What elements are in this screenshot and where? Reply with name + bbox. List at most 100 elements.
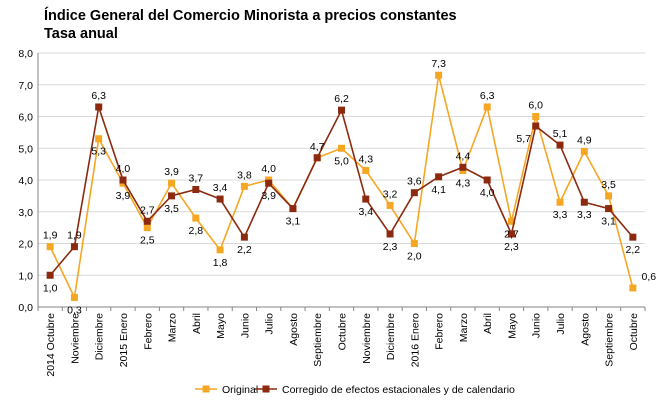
data-label: 3,9 <box>164 166 179 178</box>
chart-subtitle: Tasa anual <box>44 26 118 42</box>
data-label: 1,9 <box>43 230 58 242</box>
data-label: 3,4 <box>358 206 373 218</box>
data-point <box>216 195 224 203</box>
data-point <box>435 173 443 181</box>
data-label: 2,8 <box>189 225 204 237</box>
data-label: 1,0 <box>43 282 58 294</box>
x-tick-label: Diciembre <box>94 313 106 360</box>
y-tick-label: 0,0 <box>18 302 33 314</box>
data-point <box>532 113 540 120</box>
x-tick-label: Octubre <box>628 313 640 351</box>
data-label: 3,8 <box>237 169 252 181</box>
data-point <box>46 243 54 251</box>
data-point <box>143 224 151 232</box>
data-point <box>313 154 321 162</box>
data-label: 1,9 <box>67 230 82 242</box>
data-point <box>95 135 103 143</box>
data-point <box>362 166 370 174</box>
y-tick-label: 6,0 <box>18 112 33 124</box>
x-tick-label: Agosto <box>579 313 591 346</box>
data-label: 3,2 <box>383 188 398 200</box>
x-tick-label: Diciembre <box>385 313 397 360</box>
data-point <box>435 71 443 79</box>
data-point <box>532 122 540 130</box>
x-tick-label: Abril <box>482 313 494 334</box>
x-tick-label: 2014 Octubre <box>45 313 57 377</box>
legend-marker-corregido <box>262 385 270 393</box>
x-tick-label: Octubre <box>337 313 349 351</box>
data-label: 4,0 <box>116 163 131 175</box>
data-label: 6,2 <box>334 93 349 105</box>
data-label: 6,3 <box>480 90 495 102</box>
data-label: 5,0 <box>334 155 349 167</box>
data-point <box>70 293 78 301</box>
data-label: 3,3 <box>577 209 592 221</box>
x-tick-label: Noviembre <box>361 313 373 364</box>
data-point <box>605 205 613 213</box>
data-label: 5,1 <box>553 128 568 140</box>
y-tick-label: 3,0 <box>18 207 33 219</box>
data-label: 5,3 <box>91 146 106 158</box>
data-label: 3,3 <box>553 209 568 221</box>
x-tick-label: Abril <box>191 313 203 334</box>
data-point <box>216 246 224 254</box>
data-label: 7,3 <box>431 58 446 70</box>
data-point <box>265 179 273 187</box>
x-tick-label: Septiembre <box>604 313 616 367</box>
x-tick-label: 2015 Enero <box>118 313 130 367</box>
data-label: 3,5 <box>164 203 179 215</box>
x-tick-label: Marzo <box>167 313 179 342</box>
data-point <box>580 198 588 206</box>
data-label: 0,6 <box>642 271 657 283</box>
data-point <box>46 271 54 279</box>
data-label: 4,7 <box>310 141 325 153</box>
data-point <box>289 205 297 213</box>
data-point <box>119 176 127 184</box>
data-label: 3,5 <box>601 179 616 191</box>
x-tick-label: Noviembre <box>69 313 81 364</box>
y-tick-label: 8,0 <box>18 48 33 60</box>
y-tick-label: 4,0 <box>18 175 33 187</box>
data-point <box>338 144 345 152</box>
data-label: 3,9 <box>116 190 131 202</box>
data-label: 2,0 <box>407 251 422 263</box>
data-point <box>192 186 200 194</box>
data-point <box>483 176 491 184</box>
x-tick-label: 2016 Enero <box>409 313 421 367</box>
data-label: 4,4 <box>456 150 471 162</box>
data-point <box>240 233 248 241</box>
x-tick-label: Julio <box>555 313 567 335</box>
data-label: 4,0 <box>480 187 495 199</box>
data-point <box>386 230 394 238</box>
data-label: 2,2 <box>237 244 252 256</box>
data-label: 2,7 <box>504 228 519 240</box>
x-tick-label: Junio <box>239 313 251 338</box>
y-tick-label: 5,0 <box>18 143 33 155</box>
data-point <box>143 217 151 225</box>
data-label: 4,3 <box>456 177 471 189</box>
series-line-corregido <box>49 106 634 276</box>
data-point <box>580 147 588 155</box>
data-label: 4,3 <box>358 153 373 165</box>
x-tick-label: Febrero <box>142 313 154 350</box>
data-label: 1,8 <box>213 257 228 269</box>
legend-label-original: Original <box>222 384 258 396</box>
data-point <box>483 103 491 111</box>
data-label: 0,3 <box>67 304 82 316</box>
data-point <box>459 163 467 171</box>
data-label: 6,3 <box>91 90 106 102</box>
x-tick-label: Febrero <box>434 313 446 350</box>
data-point <box>629 284 637 292</box>
data-label: 3,7 <box>189 173 204 185</box>
legend-marker-original <box>202 385 210 393</box>
data-label: 3,6 <box>407 176 422 188</box>
data-point <box>556 141 564 149</box>
data-point <box>629 233 637 241</box>
chart-title: Índice General del Comercio Minorista a … <box>44 8 457 24</box>
data-point <box>362 195 370 203</box>
data-point <box>338 106 345 114</box>
data-label: 4,9 <box>577 134 592 146</box>
data-point <box>507 217 515 225</box>
